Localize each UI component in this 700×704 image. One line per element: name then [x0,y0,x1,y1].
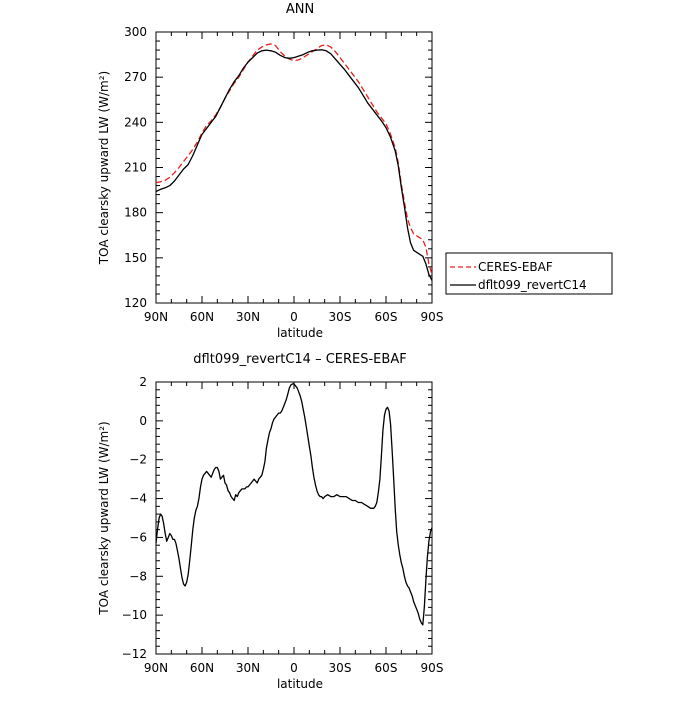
legend-label: dflt099_revertC14 [478,278,587,292]
y-tick-label: 120 [124,296,147,310]
y-tick-label: −6 [129,530,147,544]
y-tick-label: −10 [122,608,147,622]
y-tick-label: 210 [124,161,147,175]
x-axis-label: latitude [277,326,323,340]
y-tick-label: 300 [124,25,147,39]
x-tick-label: 30N [236,661,260,675]
x-tick-label: 90N [144,661,168,675]
chart-title: dflt099_revertC14 – CERES-EBAF [193,352,406,367]
series-line-ceres-ebaf [155,43,433,275]
plot-frame [155,31,433,304]
x-tick-label: 0 [290,310,298,324]
x-tick-label: 90N [144,310,168,324]
legend-box [445,252,613,295]
y-tick-label: 180 [124,206,147,220]
legend-label: CERES-EBAF [478,260,553,274]
y-tick-label: 0 [139,414,147,428]
y-tick-label: 240 [124,115,147,129]
x-tick-label: 30S [329,310,352,324]
y-axis-label: TOA clearsky upward LW (W/m²) [97,71,111,265]
y-tick-label: 2 [139,375,147,389]
x-tick-label: 60N [190,310,214,324]
x-tick-label: 60N [190,661,214,675]
chart-title: ANN [286,2,314,17]
x-tick-label: 30N [236,310,260,324]
top-panel: 90N 60N 30N 0 30S 60S 90S 120 150 180 210 240 270 300… [97,2,443,340]
x-axis-label: latitude [277,677,323,691]
bottom-panel: 90N 60N 30N 0 30S 60S 90S −12 −10 −8 −6 −4 −2 0 2 dflt0… [97,352,443,691]
y-tick-label: −4 [129,492,147,506]
series-line-difference [155,383,433,626]
legend: CERES-EBAF dflt099_revertC14 [445,252,613,295]
x-tick-label: 30S [329,661,352,675]
y-axis-label: TOA clearsky upward LW (W/m²) [97,421,111,615]
y-tick-label: 270 [124,70,147,84]
y-tick-label: −12 [122,647,147,661]
series-line-dflt099-revertc14 [155,49,433,281]
y-tick-label: 150 [124,251,147,265]
x-tick-label: 60S [375,310,398,324]
x-tick-label: 60S [375,661,398,675]
x-tick-label: 0 [290,661,298,675]
x-tick-label: 90S [421,661,444,675]
x-tick-label: 90S [421,310,444,324]
y-tick-label: −8 [129,569,147,583]
y-tick-label: −2 [129,453,147,467]
